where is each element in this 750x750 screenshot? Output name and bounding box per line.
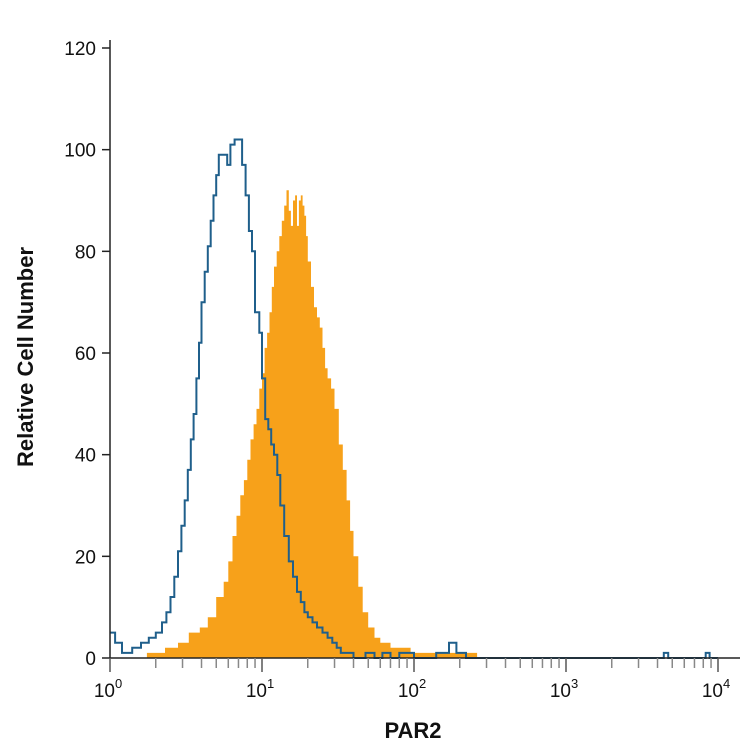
y-tick-label: 20: [75, 547, 96, 568]
outline-series-layer: [110, 138, 718, 659]
y-tick-label: 0: [85, 649, 96, 670]
y-tick-label: 80: [75, 242, 96, 263]
filled-series-area: [146, 190, 478, 659]
x-tick-label: 103: [550, 676, 578, 702]
x-axis-title: PAR2: [384, 718, 441, 743]
x-tick-label: 100: [94, 676, 122, 702]
y-tick-label: 120: [64, 39, 96, 60]
y-tick-label: 60: [75, 344, 96, 365]
filled-series-layer: [146, 190, 478, 659]
y-axis-title: Relative Cell Number: [13, 247, 38, 468]
x-tick-label: 102: [398, 676, 426, 702]
y-tick-label: 40: [75, 446, 96, 467]
axes-layer: 0 20 40 60 80 100 120 100 101 102 103 104: [64, 39, 740, 702]
x-tick-label: 104: [702, 676, 730, 702]
x-tick-label: 101: [246, 676, 274, 702]
y-tick-label: 100: [64, 141, 96, 162]
outline-series-line: [110, 138, 718, 659]
